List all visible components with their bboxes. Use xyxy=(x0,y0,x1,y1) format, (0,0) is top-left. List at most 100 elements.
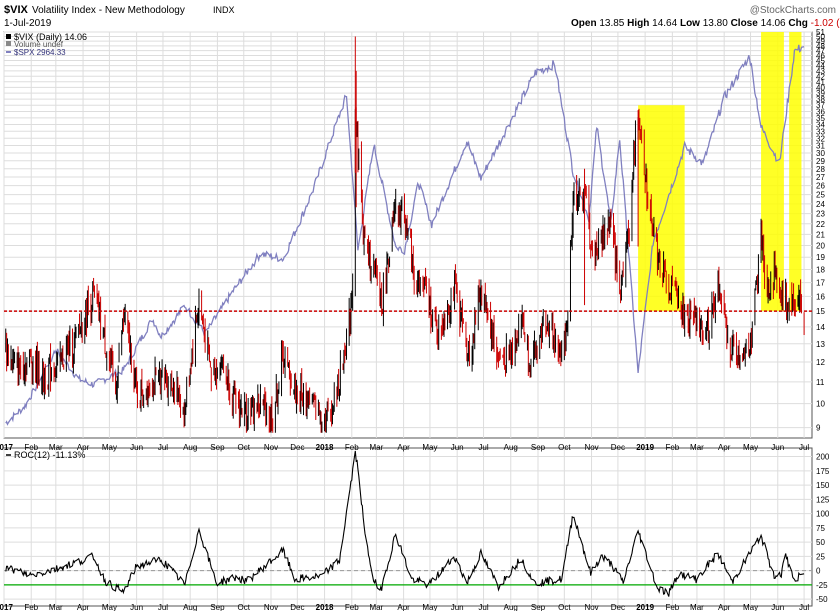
x-tick-label: Sep xyxy=(531,443,546,452)
x-tick-label: Nov xyxy=(584,443,598,452)
x-tick-label: Mar xyxy=(369,603,383,611)
x-tick-label: Jun xyxy=(771,443,784,452)
volume-legend-swatch xyxy=(6,41,11,46)
highlight-boxes xyxy=(638,32,802,312)
x-tick-label: Apr xyxy=(77,603,90,611)
y-tick-label: 13 xyxy=(816,340,825,349)
x-tick-label: Feb xyxy=(345,603,359,611)
roc-legend: ROC(12) -11.13% xyxy=(6,450,85,460)
y-tick-label: 23 xyxy=(816,210,825,219)
x-tick-label: May xyxy=(743,443,758,452)
x-tick-label: May xyxy=(422,603,437,611)
spx-legend: $SPX 2964.33 xyxy=(14,48,66,57)
x-tick-label: Oct xyxy=(238,443,251,452)
x-tick-label: Sep xyxy=(531,603,546,611)
y-tick-label: 22 xyxy=(816,220,825,229)
y-tick-label: 31 xyxy=(816,142,825,151)
roc-panel xyxy=(3,447,813,607)
y-tick-label: 9 xyxy=(816,424,821,433)
x-tick-label: Feb xyxy=(24,603,38,611)
y-tick-label: 14 xyxy=(816,323,825,332)
y-tick-label: 39 xyxy=(816,89,825,98)
x-tick-label: Aug xyxy=(504,443,518,452)
roc-y-tick-label: 150 xyxy=(816,481,830,490)
x-tick-label: Jul xyxy=(478,603,488,611)
y-tick-label: 30 xyxy=(816,149,825,158)
x-tick-label: Jul xyxy=(158,603,168,611)
highlight-box xyxy=(789,32,802,312)
x-tick-label: Jul xyxy=(158,443,168,452)
y-tick-label: 32 xyxy=(816,134,825,143)
y-tick-label: 42 xyxy=(816,72,825,81)
y-tick-label: 18 xyxy=(816,266,825,275)
y-tick-label: 49 xyxy=(816,37,825,46)
low-label: Low xyxy=(680,18,700,29)
highlight-box xyxy=(761,32,784,312)
vix-legend: $VIX (Daily) 14.06 xyxy=(14,32,87,42)
y-tick-label: 36 xyxy=(816,107,825,116)
x-tick-label: May xyxy=(743,603,758,611)
y-tick-label: 21 xyxy=(816,230,825,239)
x-tick-label: Dec xyxy=(290,443,304,452)
x-tick-label: Jul xyxy=(478,443,488,452)
y-tick-label: 50 xyxy=(816,33,825,42)
exchange-label: INDX xyxy=(213,5,235,15)
close-label: Close xyxy=(731,18,759,29)
low-value: 13.80 xyxy=(703,18,728,29)
highlight-box xyxy=(638,105,685,312)
x-tick-label: Feb xyxy=(665,443,679,452)
roc-layer xyxy=(4,450,812,597)
x-tick-label: 2018 xyxy=(316,603,334,611)
x-tick-label: Jul xyxy=(799,603,809,611)
x-tick-label: 2018 xyxy=(316,443,334,452)
y-tick-label: 48 xyxy=(816,42,825,51)
y-tick-label: 19 xyxy=(816,253,825,262)
roc-y-tick-label: 200 xyxy=(816,453,830,462)
x-tick-label: Oct xyxy=(558,603,571,611)
x-tick-label: Aug xyxy=(183,443,197,452)
ohlc-readout: Open 13.85 High 14.64 Low 13.80 Close 14… xyxy=(571,18,840,29)
x-tick-label: Jun xyxy=(771,603,784,611)
x-tick-label: Mar xyxy=(690,603,704,611)
x-tick-label: Mar xyxy=(369,443,383,452)
date-label: 1-Jul-2019 xyxy=(4,18,52,29)
roc-y-tick-label: 0 xyxy=(816,567,821,576)
y-tick-label: 41 xyxy=(816,78,825,87)
x-tick-label: Dec xyxy=(611,603,625,611)
high-value: 14.64 xyxy=(652,18,677,29)
y-tick-label: 40 xyxy=(816,83,825,92)
y-tick-label: 28 xyxy=(816,165,825,174)
x-tick-label: Apr xyxy=(397,603,410,611)
x-tick-label: 2019 xyxy=(636,603,654,611)
x-tick-label: Jun xyxy=(130,443,143,452)
y-tick-label: 24 xyxy=(816,200,825,209)
roc-line xyxy=(5,450,805,597)
x-tick-label: Aug xyxy=(183,603,197,611)
high-label: High xyxy=(627,18,649,29)
x-tick-label: Jun xyxy=(130,603,143,611)
x-tick-label: Dec xyxy=(290,603,304,611)
y-tick-label: 29 xyxy=(816,157,825,166)
y-tick-label: 43 xyxy=(816,67,825,76)
x-tick-label: 2017 xyxy=(0,603,13,611)
roc-y-tick-label: 25 xyxy=(816,552,825,561)
roc-y-tick-label: 125 xyxy=(816,495,830,504)
x-tick-label: Nov xyxy=(584,603,598,611)
y-tick-label: 46 xyxy=(816,52,825,61)
x-tick-label: Jun xyxy=(451,443,464,452)
x-tick-label: Aug xyxy=(504,603,518,611)
x-tick-label: Mar xyxy=(49,603,63,611)
chg-label: Chg xyxy=(788,18,807,29)
vix-bars xyxy=(5,36,805,433)
x-tick-label: Apr xyxy=(77,443,90,452)
y-tick-label: 44 xyxy=(816,62,825,71)
x-tick-label: Apr xyxy=(718,443,731,452)
close-value: 14.06 xyxy=(761,18,786,29)
y-tick-label: 15 xyxy=(816,307,825,316)
roc-y-tick-label: 50 xyxy=(816,538,825,547)
x-tick-label: Oct xyxy=(558,443,571,452)
symbol-label: $VIX xyxy=(4,4,29,16)
description-label: Volatility Index - New Methodology xyxy=(32,5,185,16)
